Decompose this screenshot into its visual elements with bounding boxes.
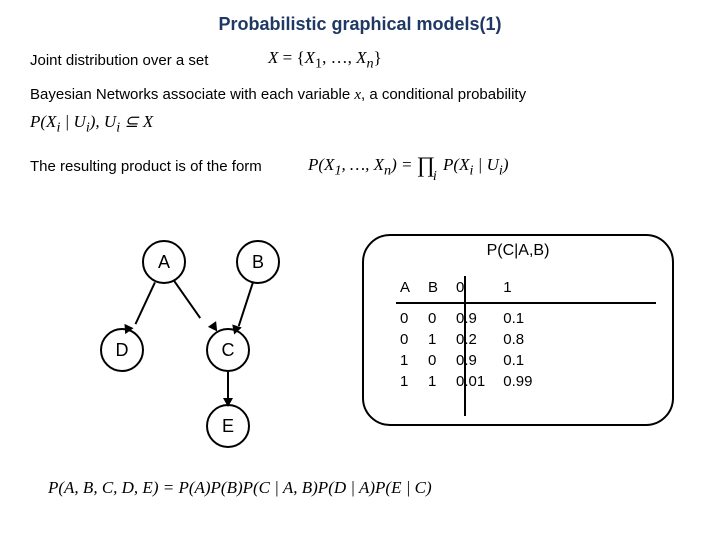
cpt-cell: 0.8: [501, 330, 546, 349]
line2-var: x: [354, 87, 361, 103]
cpt-header-row: A B 0 1: [398, 278, 546, 297]
cpt-cell: 1: [426, 372, 452, 391]
line1-math: X = {X1, …, Xn}: [268, 48, 382, 72]
page-title: Probabilistic graphical models(1): [0, 0, 720, 35]
cpt-cell: 0.01: [454, 372, 499, 391]
line3-math: P(X1, …, Xn) = ∏i P(Xi | Ui): [308, 150, 508, 179]
line-product: The resulting product is of the form: [30, 158, 262, 175]
line2-suffix: , a conditional probability: [361, 86, 526, 103]
line2-prefix: Bayesian Networks associate with each va…: [30, 86, 354, 103]
cpt-cell: 0: [398, 330, 424, 349]
line3-prefix: The resulting product is of the form: [30, 158, 262, 175]
cpt-row: 1 1 0.01 0.99: [398, 372, 546, 391]
edge-a-d: [135, 282, 156, 325]
cpt-h3: 1: [501, 278, 546, 297]
cpt-cell: 0.9: [454, 309, 499, 328]
cpt-cell: 0.1: [501, 351, 546, 370]
cpt-cell: 0.99: [501, 372, 546, 391]
line2-math: P(Xi | Ui), Ui ⊆ X: [30, 112, 153, 136]
cpt-cell: 0: [426, 309, 452, 328]
joint-equation: P(A, B, C, D, E) = P(A)P(B)P(C | A, B)P(…: [48, 478, 432, 498]
cpt-row: 0 0 0.9 0.1: [398, 309, 546, 328]
cpt-cell: 1: [398, 372, 424, 391]
node-e: E: [206, 404, 250, 448]
edge-b-c: [238, 282, 254, 326]
cpt-cell: 0: [398, 309, 424, 328]
cpt-cell: 1: [426, 330, 452, 349]
cpt-vline: [464, 276, 466, 416]
edge-c-e-head: [223, 398, 233, 407]
cpt-table: A B 0 1 0 0 0.9 0.1 0 1 0.2 0.8 1 0 0.9 …: [396, 276, 548, 393]
cpt-cell: 0.2: [454, 330, 499, 349]
node-a: A: [142, 240, 186, 284]
edge-a-c: [173, 280, 201, 319]
cpt-cell: 1: [398, 351, 424, 370]
line1-prefix: Joint distribution over a set: [30, 52, 208, 69]
cpt-cell: 0: [426, 351, 452, 370]
cpt-row: 0 1 0.2 0.8: [398, 330, 546, 349]
node-d: D: [100, 328, 144, 372]
cpt-box: P(C|A,B) A B 0 1 0 0 0.9 0.1 0 1 0.2 0.8…: [362, 234, 674, 426]
cpt-cell: 0.1: [501, 309, 546, 328]
node-c: C: [206, 328, 250, 372]
cpt-title: P(C|A,B): [364, 236, 672, 260]
cpt-h0: A: [398, 278, 424, 297]
cpt-h2: 0: [454, 278, 499, 297]
node-b: B: [236, 240, 280, 284]
cpt-h1: B: [426, 278, 452, 297]
cpt-cell: 0.9: [454, 351, 499, 370]
line-joint-dist: Joint distribution over a set: [30, 52, 208, 69]
line-bayesian: Bayesian Networks associate with each va…: [30, 86, 526, 104]
cpt-hline: [396, 302, 656, 304]
cpt-row: 1 0 0.9 0.1: [398, 351, 546, 370]
